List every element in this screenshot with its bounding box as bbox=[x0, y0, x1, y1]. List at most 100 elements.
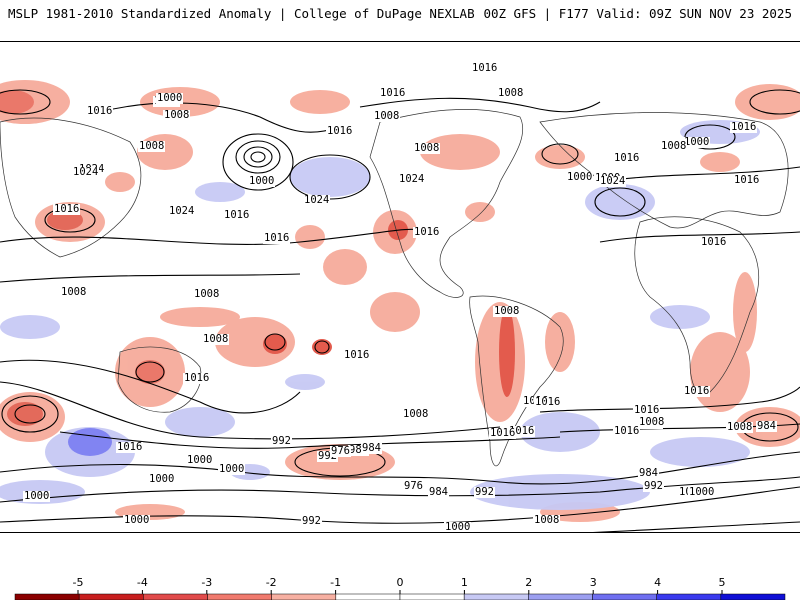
isobar-label: 992 bbox=[271, 435, 292, 447]
anomaly-blob bbox=[0, 315, 60, 339]
colorbar-tick-label: -3 bbox=[201, 576, 213, 589]
isobar-label: 1016 bbox=[733, 174, 761, 186]
isobar-label: 992 bbox=[474, 486, 495, 498]
isobar-line bbox=[243, 146, 273, 168]
colorbar-tick-label: -2 bbox=[265, 576, 277, 589]
isobar-label: 1000 bbox=[444, 521, 472, 533]
isobar-label: 1016 bbox=[683, 385, 711, 397]
isobar-label: 1008 bbox=[726, 421, 754, 433]
isobar-label: 1000 bbox=[248, 175, 276, 187]
anomaly-blob bbox=[535, 145, 585, 169]
isobar-label: 1024 bbox=[168, 205, 196, 217]
isobar-label: 984 bbox=[756, 420, 777, 432]
isobar-line bbox=[222, 133, 294, 191]
isobar-label: 1008 bbox=[638, 416, 666, 428]
colorbar-segment bbox=[335, 593, 401, 601]
isobar-line bbox=[541, 143, 579, 165]
isobar-label: 1008 bbox=[402, 408, 430, 420]
anomaly-blob bbox=[160, 307, 240, 327]
colorbar-segment bbox=[207, 593, 272, 601]
anomaly-blob bbox=[323, 249, 367, 285]
isobar-label: 1008 bbox=[533, 514, 561, 526]
colorbar-segment bbox=[720, 593, 786, 601]
isobar-line bbox=[235, 140, 281, 174]
coastlines bbox=[0, 109, 789, 467]
colorbar-segment bbox=[656, 593, 722, 601]
anomaly-blob bbox=[295, 225, 325, 249]
anomaly-blob bbox=[47, 210, 83, 230]
isobar-label: 992 bbox=[301, 515, 322, 527]
isobar-label: 1016 bbox=[730, 121, 758, 133]
anomaly-blob bbox=[215, 317, 295, 367]
isobar-label: 1008 bbox=[60, 286, 88, 298]
anomaly-blob bbox=[285, 374, 325, 390]
isobar-label: 984 bbox=[348, 444, 369, 456]
colorbar-segment bbox=[592, 593, 657, 601]
isobar-label: 1016 bbox=[379, 87, 407, 99]
colorbar-tick-label: 2 bbox=[525, 576, 533, 589]
isobar-label: 1016 bbox=[223, 209, 251, 221]
anomaly-blob bbox=[733, 272, 757, 352]
isobar-line bbox=[0, 273, 301, 283]
isobar-label: 1016 bbox=[116, 441, 144, 453]
isobar-label: 1016 bbox=[326, 125, 354, 137]
isobar-label: 1008 bbox=[493, 305, 521, 317]
isobar-label: 1016 bbox=[413, 226, 441, 238]
coastline-south-america bbox=[469, 295, 564, 467]
isobar-label: 1024 bbox=[303, 194, 331, 206]
colorbar-segment bbox=[528, 593, 593, 601]
isobar-label: 992 bbox=[643, 480, 664, 492]
isobar-label: 1008 bbox=[660, 140, 688, 152]
isobar-label: 1008 bbox=[138, 140, 166, 152]
isobar-line bbox=[0, 89, 51, 115]
isobar-label: 1000 bbox=[688, 486, 716, 498]
isobar-label: 1016 bbox=[343, 349, 371, 361]
coastline-asia-west bbox=[0, 117, 142, 258]
isobar-line bbox=[14, 404, 46, 424]
isobar-label: 1000 bbox=[23, 490, 51, 502]
anomaly-blob bbox=[370, 292, 420, 332]
isobar-label: 1016 bbox=[633, 404, 661, 416]
anomaly-blob bbox=[7, 402, 43, 426]
colorbar-segment bbox=[463, 593, 529, 601]
colorbar-segment bbox=[78, 593, 144, 601]
isobar-label: 1016 bbox=[700, 236, 728, 248]
colorbar-segment bbox=[143, 593, 208, 601]
isobar-line bbox=[99, 102, 341, 133]
isobar-line bbox=[0, 228, 431, 245]
coastline-australia bbox=[117, 346, 202, 413]
isobar-label: 1008 bbox=[202, 333, 230, 345]
anomaly-blob bbox=[650, 305, 710, 329]
isobar-line bbox=[135, 361, 165, 383]
isobar-label: 1016 bbox=[183, 372, 211, 384]
coastline-north-america bbox=[369, 109, 524, 298]
anomaly-blob bbox=[68, 428, 112, 456]
anomaly-blob bbox=[290, 90, 350, 114]
isobar-label: 1000 bbox=[123, 514, 151, 526]
anomaly-blob bbox=[735, 84, 800, 120]
isobar-label: 1000 bbox=[566, 171, 594, 183]
isobar-label: 984 bbox=[638, 467, 659, 479]
isobar-line bbox=[264, 333, 286, 351]
anomaly-blob bbox=[545, 312, 575, 372]
anomaly-blob bbox=[700, 152, 740, 172]
isobar-label: 1024 bbox=[72, 166, 100, 178]
isobar-label: 1024 bbox=[398, 173, 426, 185]
isobar-label: 992 bbox=[317, 450, 338, 462]
isobar-line bbox=[359, 97, 601, 113]
isobar-label: 1016 bbox=[53, 203, 81, 215]
isobar-label: 1008 bbox=[497, 87, 525, 99]
isobar-label: 1016 bbox=[86, 105, 114, 117]
anomaly-blob bbox=[650, 437, 750, 467]
isobar-line bbox=[593, 521, 800, 532]
colorbar-segment bbox=[399, 593, 465, 601]
colorbar-segment bbox=[14, 593, 80, 601]
colorbar-tick-label: -4 bbox=[136, 576, 148, 589]
model-run-valid-time: 00Z GFS | F177 Valid: 09Z SUN NOV 23 202… bbox=[483, 6, 792, 21]
anomaly-map: 1016100810081016100810001008102410081000… bbox=[0, 41, 800, 533]
isobar-label: 1024 bbox=[599, 175, 627, 187]
anomaly-blob bbox=[195, 182, 245, 202]
anomaly-blob bbox=[290, 157, 370, 197]
isobar-label: 1016 bbox=[508, 425, 536, 437]
colorbar-tick-label: -5 bbox=[72, 576, 84, 589]
